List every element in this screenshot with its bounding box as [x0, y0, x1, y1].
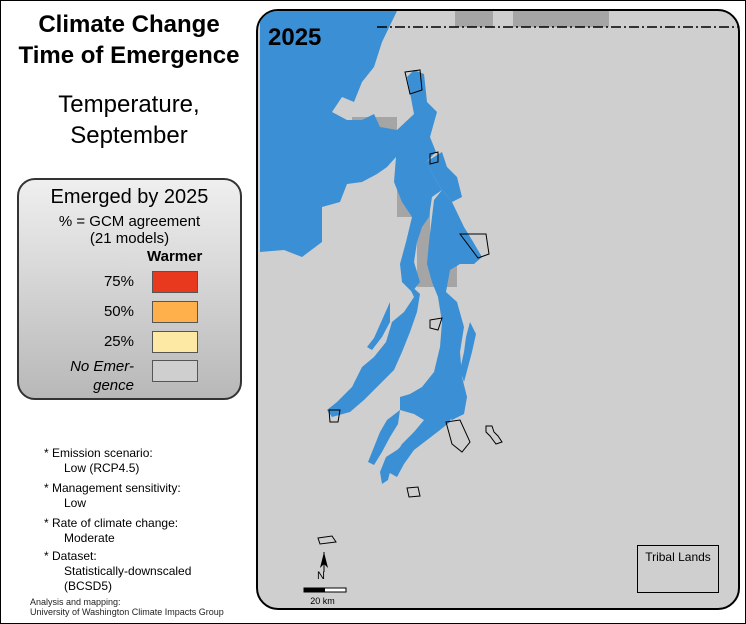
dabob-bay — [367, 302, 390, 350]
tribal-area — [406, 486, 421, 498]
legend-swatch-75 — [152, 271, 198, 293]
puget-sound-map — [260, 11, 738, 593]
tribal-area — [429, 317, 443, 331]
puget-sound-water — [260, 11, 482, 484]
emerged-cell — [455, 11, 493, 27]
lake-washington — [460, 322, 476, 382]
note-emission-label: * Emission scenario: — [44, 446, 153, 460]
tribal-area — [429, 151, 439, 165]
legend: Emerged by 2025 % = GCM agreement (21 mo… — [17, 178, 242, 400]
strait-and-northern-waters — [260, 11, 402, 257]
note-management-label: * Management sensitivity: — [44, 481, 181, 495]
tribal-area — [445, 419, 471, 453]
tribal-lands-outlines — [317, 69, 503, 545]
north-arrow-icon — [320, 552, 328, 572]
map-year-label: 2025 — [268, 24, 322, 51]
main-basin — [427, 190, 482, 420]
north-label: N — [317, 570, 325, 582]
legend-swatch-25 — [152, 331, 198, 353]
note-rate-value: Moderate — [64, 531, 115, 545]
legend-subtitle-1: % = GCM agreement — [58, 213, 201, 230]
title-line-1: Climate Change — [38, 11, 220, 38]
subtitle-line-1: Temperature, — [58, 91, 200, 118]
title-line-2: Time of Emergence — [18, 42, 240, 69]
legend-label-no-emergence-1: No Emer- — [70, 358, 134, 375]
note-dataset-value-1: Statistically-downscaled — [64, 564, 192, 578]
note-dataset-label: * Dataset: — [44, 549, 97, 563]
tribal-area — [404, 69, 423, 95]
legend-title: Emerged by 2025 — [50, 186, 209, 208]
credit-line-2: University of Washington Climate Impacts… — [30, 607, 224, 617]
note-dataset-value-2: (BCSD5) — [64, 579, 113, 593]
legend-label-25: 25% — [103, 333, 134, 350]
admiralty-inlet — [394, 70, 442, 292]
tribal-area — [485, 425, 503, 445]
tribal-lands-legend: Tribal Lands — [637, 545, 719, 593]
tribal-lands-label: Tribal Lands — [645, 550, 711, 564]
legend-swatch-50 — [152, 301, 198, 323]
south-sound-inlets — [368, 410, 414, 484]
legend-subtitle-2: (21 models) — [89, 230, 170, 247]
legend-label-50: 50% — [103, 303, 134, 320]
tribal-area — [317, 535, 337, 545]
note-emission-value: Low (RCP4.5) — [64, 461, 140, 475]
legend-label-no-emergence-2: gence — [93, 377, 134, 394]
note-management-value: Low — [64, 496, 87, 510]
credit-line-1: Analysis and mapping: — [30, 597, 121, 607]
legend-label-75: 75% — [103, 273, 134, 290]
legend-swatch-no-emergence — [152, 360, 198, 382]
tribal-area — [459, 233, 490, 259]
map-frame — [256, 9, 740, 610]
subtitle-line-2: September — [70, 122, 188, 149]
legend-column-header: Warmer — [147, 248, 203, 265]
emerged-cell — [513, 11, 609, 27]
scale-bar-label: 20 km — [310, 596, 335, 606]
hood-canal — [327, 282, 420, 417]
whidbey-east-channel — [426, 152, 462, 202]
note-rate-label: * Rate of climate change: — [44, 516, 179, 530]
tribal-area — [328, 409, 341, 423]
scale-bar — [303, 587, 347, 593]
